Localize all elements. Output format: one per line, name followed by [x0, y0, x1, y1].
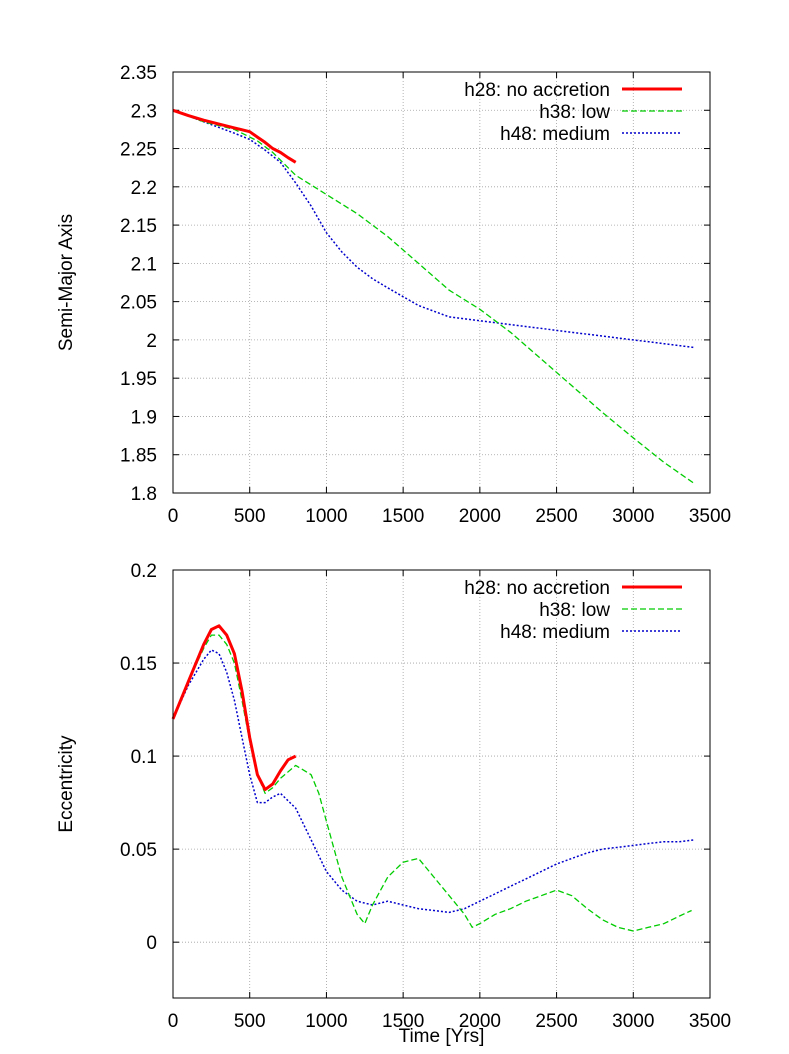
- x-tick-label: 3500: [689, 1011, 731, 1032]
- chart-panel-2: 0 500 1000 1500 2000 2500 3000 3500 0 0.05 0.1 0.15…: [56, 561, 731, 1047]
- y-tick-label: 2.15: [120, 216, 157, 237]
- x-tick-label: 0: [168, 506, 179, 527]
- series-line-h38: [172, 109, 696, 485]
- y-tick-label: 0.2: [131, 561, 157, 582]
- series-line-h38: [172, 634, 692, 932]
- x-tick-label: 500: [234, 506, 266, 527]
- x-tick-label: 3000: [612, 1011, 654, 1032]
- y-tick-label: 1.85: [120, 446, 157, 467]
- legend-label: h48: medium: [500, 622, 610, 643]
- y-axis-label: Eccentricity: [56, 735, 77, 833]
- y-tick-label: 2: [146, 331, 157, 352]
- chart-panel-1: 0 500 1000 1500 2000 2500 3000 3500 1.8 1.85 1.9 1.…: [56, 63, 731, 527]
- x-tick-label: 2500: [535, 1011, 577, 1032]
- series-line-h48: [172, 109, 695, 349]
- x-axis-label: Time [Yrs]: [399, 1026, 485, 1047]
- series-line-h28: [172, 108, 297, 164]
- legend-label: h28: no accretion: [464, 80, 610, 101]
- y-tick-label: 2.3: [131, 101, 157, 122]
- legend-label: h38: low: [539, 600, 610, 621]
- legend-label: h38: low: [539, 102, 610, 123]
- y-axis-label: Semi-Major Axis: [56, 214, 77, 351]
- x-tick-label: 3500: [689, 506, 731, 527]
- y-tick-label: 2.35: [120, 63, 157, 84]
- x-tick-label: 1000: [305, 1011, 347, 1032]
- y-tick-label: 0: [146, 933, 157, 954]
- x-tick-label: 2000: [459, 506, 501, 527]
- y-tick-label: 2.05: [120, 293, 157, 314]
- y-tick-label: 2.1: [131, 254, 157, 275]
- x-tick-label: 1500: [382, 506, 424, 527]
- plot-frame: [172, 71, 711, 494]
- y-tick-label: 1.9: [131, 407, 157, 428]
- x-tick-label: 1000: [305, 506, 347, 527]
- y-tick-label: 2.25: [120, 140, 157, 161]
- plot-frame: [172, 569, 711, 999]
- y-tick-label: 0.05: [120, 840, 157, 861]
- y-tick-label: 1.95: [120, 369, 157, 390]
- series-line-h48: [172, 649, 695, 914]
- series-line-h28: [171, 624, 297, 792]
- x-tick-label: 2000: [459, 1011, 501, 1032]
- y-tick-label: 0.1: [131, 747, 157, 768]
- y-tick-label: 2.2: [131, 178, 157, 199]
- legend-label: h28: no accretion: [464, 578, 610, 599]
- x-tick-label: 2500: [535, 506, 577, 527]
- x-tick-label: 0: [168, 1011, 179, 1032]
- legend-label: h48: medium: [500, 124, 610, 145]
- x-tick-label: 500: [234, 1011, 266, 1032]
- y-tick-label: 0.15: [120, 654, 157, 675]
- x-tick-label: 3000: [612, 506, 654, 527]
- y-tick-label: 1.8: [131, 484, 157, 505]
- x-tick-label: 1500: [382, 1011, 424, 1032]
